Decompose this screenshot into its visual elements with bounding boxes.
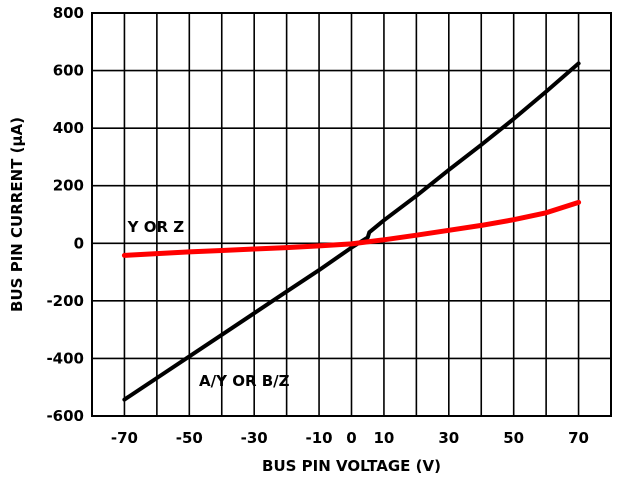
y-tick-label: 200 <box>53 177 84 195</box>
y-tick-label: 600 <box>53 62 84 80</box>
series-line-y-or-z <box>121 199 582 258</box>
series-layer <box>121 61 582 402</box>
y-tick-label: 400 <box>53 119 84 137</box>
y-tick-label: 0 <box>74 234 84 252</box>
plot-frame <box>91 12 612 417</box>
x-axis-title: BUS PIN VOLTAGE (V) <box>262 457 441 475</box>
x-tick-label: -10 <box>306 429 333 447</box>
x-tick-label: -70 <box>111 429 138 447</box>
annotation-label: A/Y OR B/Z <box>199 372 290 390</box>
x-tick-label: -50 <box>176 429 203 447</box>
x-tick-label: 10 <box>374 429 395 447</box>
x-tick-label: 70 <box>568 429 589 447</box>
x-tick-labels: -70 -50 -30 -10 0 10 30 50 70 <box>111 429 589 447</box>
y-tick-label: -400 <box>46 349 84 367</box>
y-tick-labels: -600 -400 -200 0 200 400 600 800 <box>46 4 84 425</box>
y-tick-label: 800 <box>53 4 84 22</box>
series-line-a-y-or-b-z <box>122 61 581 402</box>
x-tick-label: 30 <box>438 429 459 447</box>
y-tick-label: -600 <box>46 407 84 425</box>
x-tick-label: 0 <box>346 429 356 447</box>
y-tick-label: -200 <box>46 292 84 310</box>
annotation-label: Y OR Z <box>127 218 185 236</box>
y-axis-title: BUS PIN CURRENT (µA) <box>8 117 26 312</box>
annotations: Y OR Z A/Y OR B/Z <box>127 218 290 390</box>
x-tick-label: -30 <box>241 429 268 447</box>
x-tick-label: 50 <box>503 429 524 447</box>
